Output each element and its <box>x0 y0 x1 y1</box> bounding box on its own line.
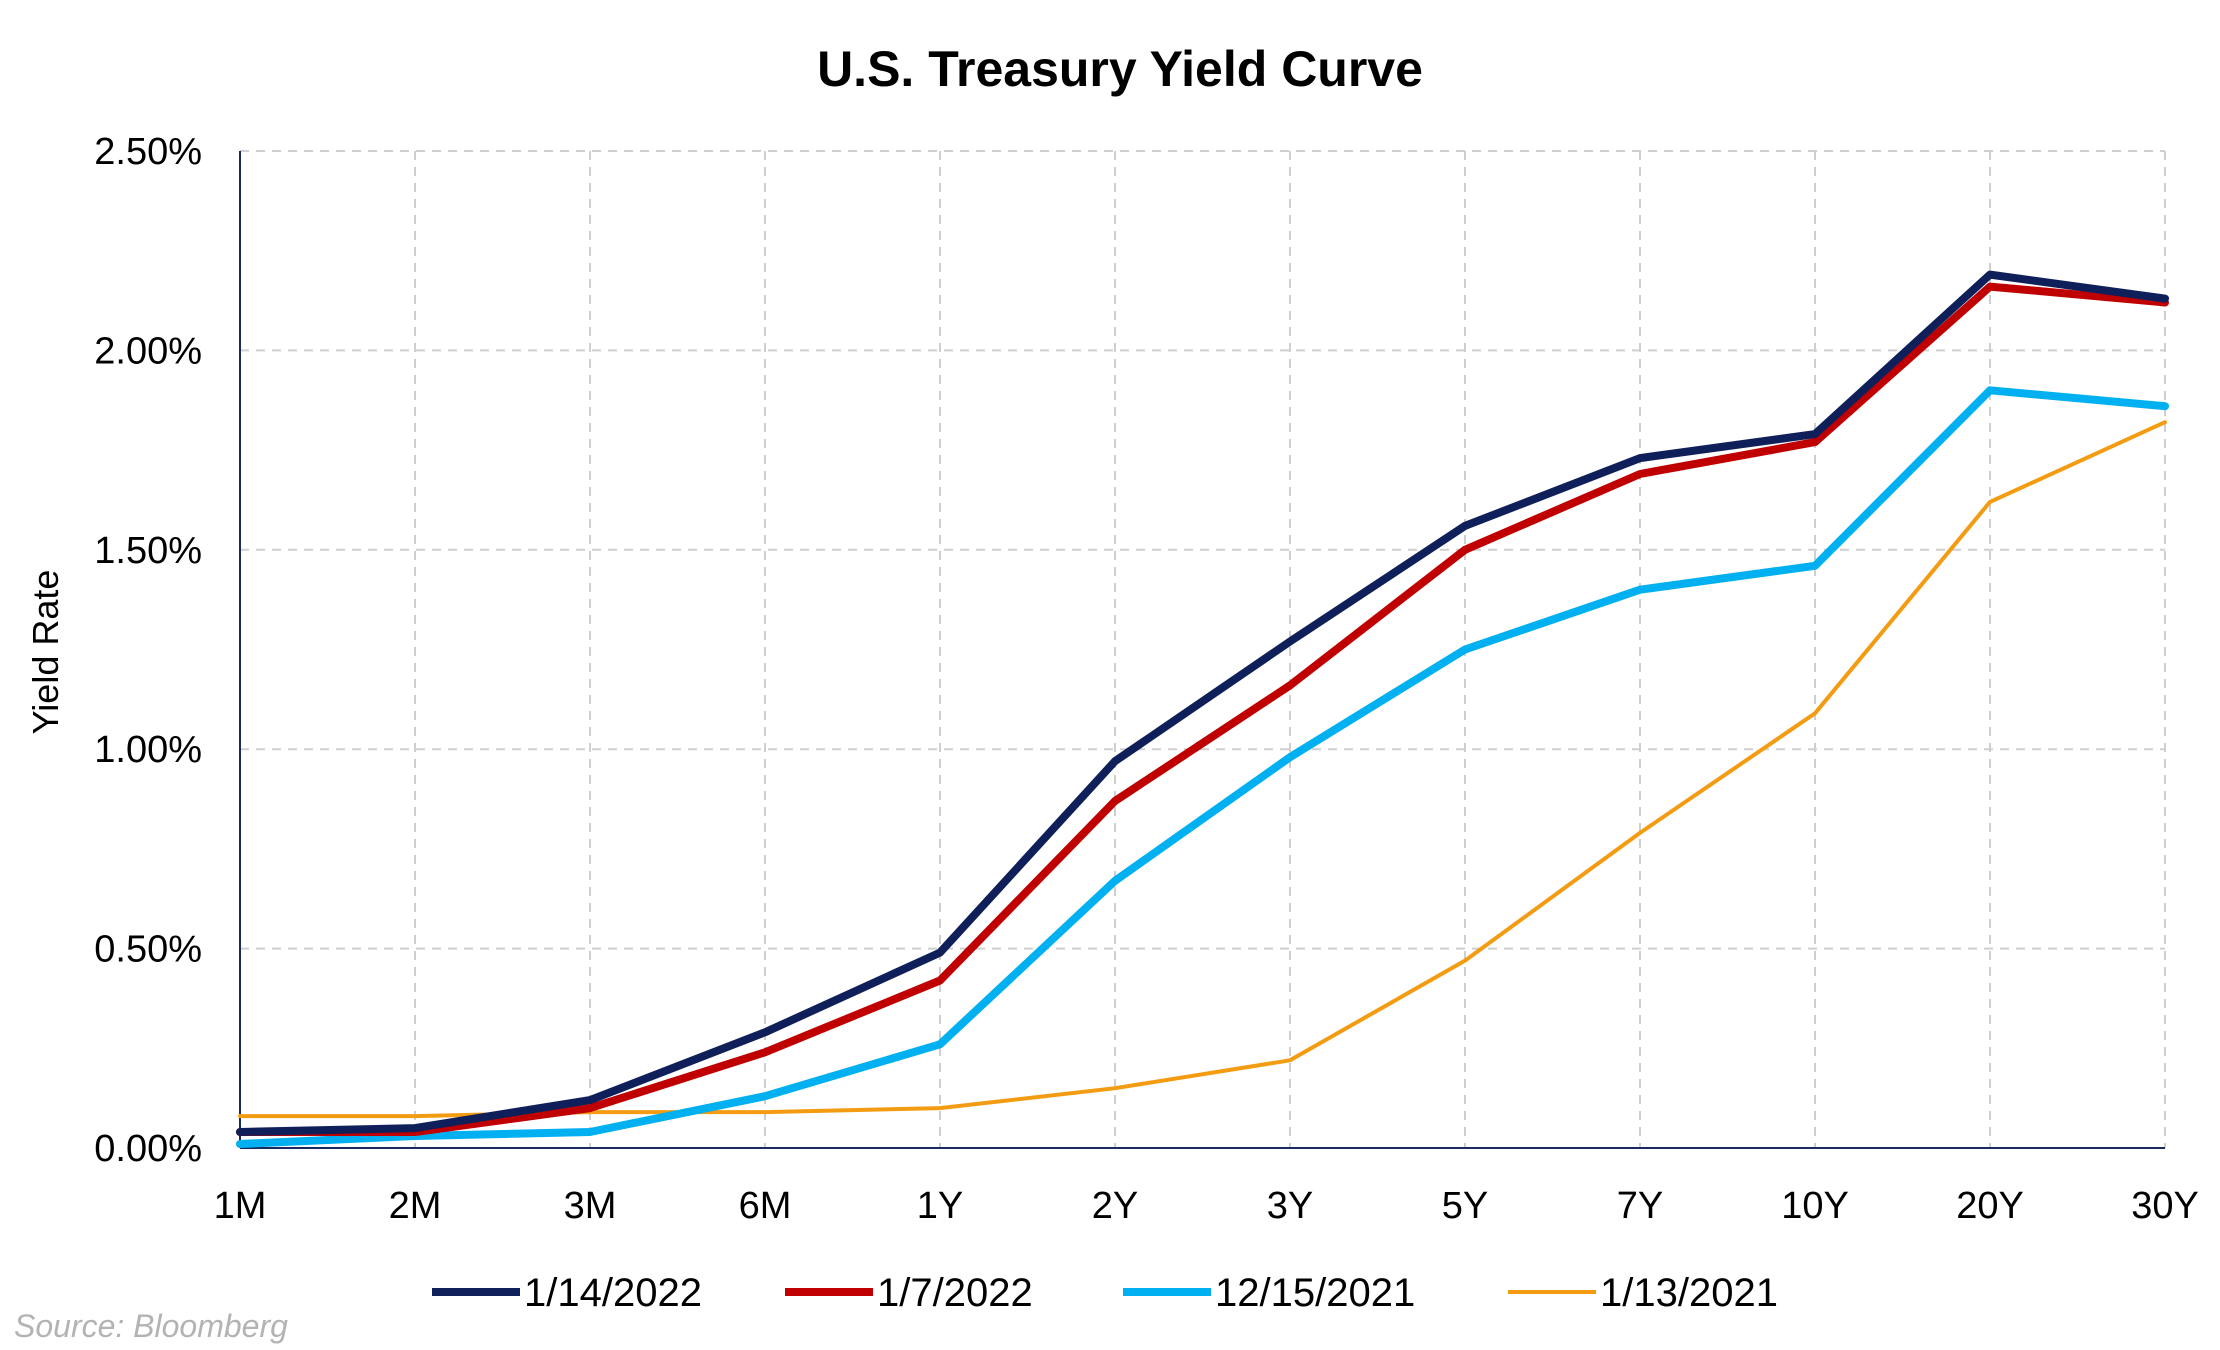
x-tick-label: 6M <box>739 1185 792 1227</box>
y-tick-labels: 0.00% 0.50% 1.00% 1.50% 2.00% 2.50% <box>94 131 202 1170</box>
legend-item: 1/14/2022 <box>432 1271 702 1315</box>
chart-title: U.S. Treasury Yield Curve <box>817 41 1423 97</box>
x-tick-label: 30Y <box>2131 1185 2199 1227</box>
series-line <box>236 270 2169 1136</box>
gridlines <box>240 150 2166 1148</box>
y-tick-label: 0.00% <box>94 1128 202 1170</box>
legend-item: 1/13/2021 <box>1508 1271 1778 1315</box>
legend: 1/14/2022 1/7/2022 12/15/2021 1/13/2021 <box>432 1271 1778 1315</box>
x-tick-label: 1Y <box>917 1185 963 1227</box>
y-axis-label: Yield Rate <box>25 570 66 735</box>
x-tick-label: 2M <box>389 1185 442 1227</box>
legend-item: 1/7/2022 <box>785 1271 1033 1315</box>
y-tick-label: 1.50% <box>94 530 202 572</box>
x-tick-label: 7Y <box>1617 1185 1663 1227</box>
x-tick-label: 10Y <box>1781 1185 1849 1227</box>
x-tick-label: 5Y <box>1442 1185 1488 1227</box>
series-lines <box>236 270 2169 1148</box>
series-line <box>238 420 2167 1119</box>
y-tick-label: 2.00% <box>94 330 202 372</box>
series-line <box>236 282 2169 1136</box>
axes <box>239 151 2165 1149</box>
series-line <box>236 386 2169 1148</box>
x-tick-label: 3M <box>564 1185 617 1227</box>
x-tick-label: 3Y <box>1267 1185 1313 1227</box>
x-tick-label: 20Y <box>1956 1185 2024 1227</box>
legend-label: 1/13/2021 <box>1600 1271 1778 1315</box>
legend-label: 12/15/2021 <box>1215 1271 1415 1315</box>
x-tick-label: 1M <box>214 1185 267 1227</box>
legend-label: 1/7/2022 <box>877 1271 1033 1315</box>
y-tick-label: 2.50% <box>94 131 202 173</box>
x-tick-labels: 1M 2M 3M 6M 1Y 2Y 3Y 5Y 7Y 10Y 20Y 30Y <box>214 1185 2199 1227</box>
x-tick-label: 2Y <box>1092 1185 1138 1227</box>
legend-label: 1/14/2022 <box>524 1271 702 1315</box>
y-tick-label: 1.00% <box>94 729 202 771</box>
source-note: Source: Bloomberg <box>14 1308 288 1344</box>
y-tick-label: 0.50% <box>94 929 202 971</box>
legend-item: 12/15/2021 <box>1123 1271 1415 1315</box>
